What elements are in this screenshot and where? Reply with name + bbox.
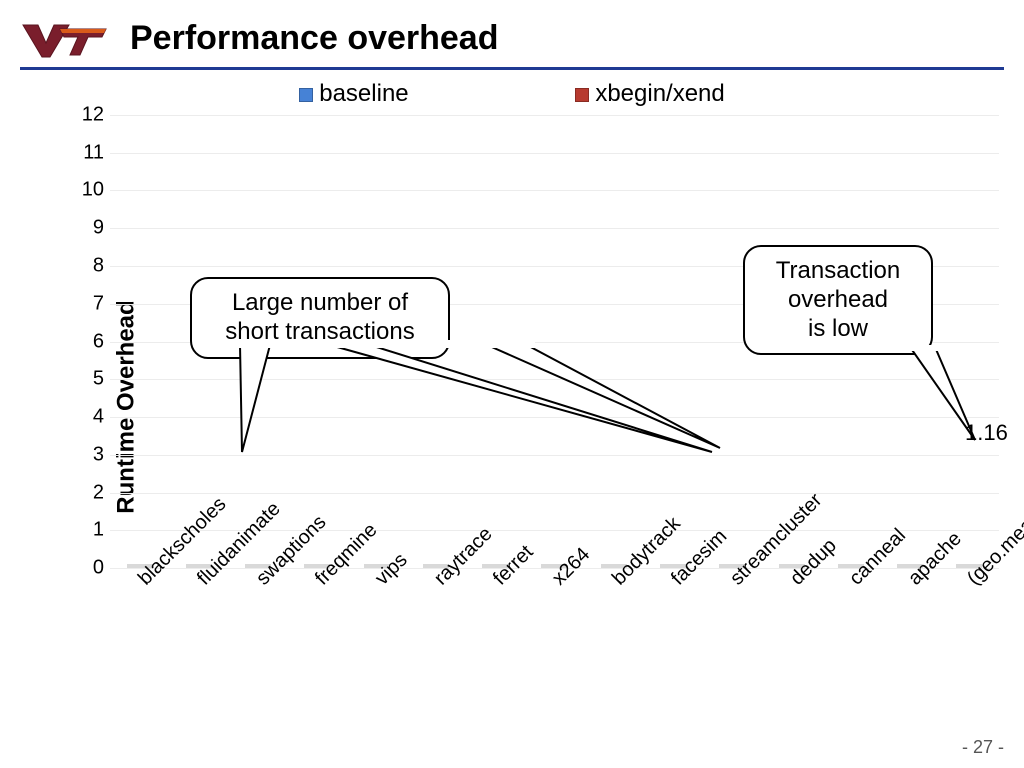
- legend-label: xbegin/xend: [595, 80, 724, 107]
- legend-label: baseline: [319, 80, 408, 107]
- xlabel-slot: dedup: [762, 568, 821, 698]
- gridline: [110, 493, 999, 494]
- xlabel-slot: freqmine: [288, 568, 347, 698]
- xlabel-slot: swaptions: [229, 568, 288, 698]
- ytick-label: 10: [72, 179, 104, 202]
- ytick-label: 4: [72, 405, 104, 428]
- xlabel-slot: facesim: [643, 568, 702, 698]
- ytick-label: 7: [72, 292, 104, 315]
- ytick-label: 6: [72, 330, 104, 353]
- gridline: [110, 455, 999, 456]
- xlabel-slot: canneal: [821, 568, 880, 698]
- callout-low-overhead: Transaction overhead is low: [743, 245, 933, 355]
- gridline: [110, 190, 999, 191]
- gridline: [110, 379, 999, 380]
- xaxis-labels: blackscholesfluidanimateswaptionsfreqmin…: [110, 568, 999, 698]
- xlabel-slot: x264: [525, 568, 584, 698]
- callout-line: Large number of: [208, 289, 432, 318]
- xlabel-slot: blackscholes: [110, 568, 169, 698]
- legend-swatch-baseline: [299, 88, 313, 102]
- page-number: - 27 -: [962, 737, 1004, 758]
- xlabel-slot: streamcluster: [703, 568, 762, 698]
- ytick-label: 8: [72, 254, 104, 277]
- chart-area: Runtime Overhead 0123456789101112 blacks…: [30, 115, 1009, 698]
- ytick-label: 2: [72, 481, 104, 504]
- callout-line: Transaction: [761, 257, 915, 286]
- ytick-label: 5: [72, 368, 104, 391]
- xlabel-slot: bodytrack: [584, 568, 643, 698]
- chart-legend: baseline xbegin/xend: [0, 80, 1024, 108]
- xlabel-slot: vips: [347, 568, 406, 698]
- legend-swatch-xbegin: [575, 88, 589, 102]
- legend-item-baseline: baseline: [299, 80, 408, 108]
- ytick-label: 1: [72, 519, 104, 542]
- geomean-value-label: 1.16: [965, 420, 1008, 446]
- xlabel-slot: (geo.mean): [940, 568, 999, 698]
- xlabel-slot: ferret: [466, 568, 525, 698]
- xlabel-slot: raytrace: [406, 568, 465, 698]
- slide-title: Performance overhead: [130, 19, 499, 58]
- callout-line: is low: [761, 315, 915, 344]
- slide-header: Performance overhead: [20, 10, 1004, 70]
- ytick-label: 0: [72, 557, 104, 580]
- gridline: [110, 115, 999, 116]
- callout-line: short transactions: [208, 318, 432, 347]
- ytick-label: 9: [72, 217, 104, 240]
- legend-item-xbegin: xbegin/xend: [575, 80, 724, 108]
- ytick-label: 11: [72, 141, 104, 164]
- gridline: [110, 417, 999, 418]
- ytick-label: 3: [72, 443, 104, 466]
- ytick-label: 12: [72, 104, 104, 127]
- vt-logo: [20, 19, 110, 59]
- xlabel-slot: fluidanimate: [169, 568, 228, 698]
- gridline: [110, 228, 999, 229]
- xlabel-slot: apache: [880, 568, 939, 698]
- callout-short-transactions: Large number of short transactions: [190, 277, 450, 359]
- gridline: [110, 153, 999, 154]
- callout-line: overhead: [761, 286, 915, 315]
